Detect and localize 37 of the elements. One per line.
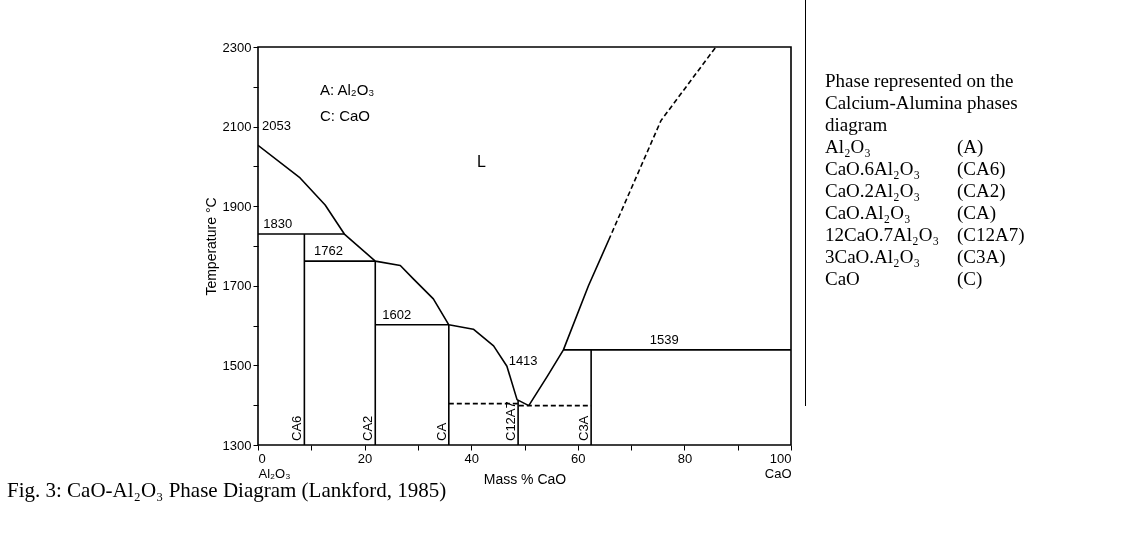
text: Phase represented on the Calcium-Alumina phases diagram bbox=[825, 70, 1019, 136]
y-tick-label: 1700 bbox=[222, 278, 252, 294]
annotation: 1413 bbox=[508, 353, 538, 369]
text: 3CaO.Al₂O₃ (C3A) bbox=[825, 246, 1006, 267]
y-tick-label: 1900 bbox=[222, 198, 252, 214]
annotation: C12A7 bbox=[503, 401, 519, 441]
x-tick-label: 20 bbox=[357, 450, 373, 466]
text: CaO.2Al₂O₃ (CA2) bbox=[825, 180, 1006, 201]
annotation: A: Al₂O₃ bbox=[320, 81, 375, 98]
text: Al₂O₃ (A) bbox=[825, 136, 984, 157]
caption: Fig. 3: CaO-Al₂O₃ Phase Diagram (Lankford, 1985) bbox=[7, 478, 447, 503]
annotation: C: CaO bbox=[320, 107, 371, 124]
x-tick-label: 40 bbox=[464, 450, 479, 466]
annotation: CA2 bbox=[360, 415, 376, 441]
x-tick-label: 100 CaO bbox=[764, 450, 792, 481]
annotation: L bbox=[477, 153, 486, 171]
x-tick-label: 0 Al₂O₃ bbox=[258, 450, 291, 481]
x-tick-label: 80 bbox=[677, 450, 693, 466]
annotation: 1830 bbox=[263, 216, 293, 232]
annotation: CA bbox=[433, 422, 449, 441]
annotation: CA6 bbox=[289, 415, 305, 441]
text: 12CaO.7Al₂O₃ (C12A7) bbox=[825, 224, 1026, 246]
text: CaO.Al₂O₃ (CA) bbox=[825, 202, 997, 223]
annotation: C3A bbox=[576, 415, 592, 441]
annotation: 1762 bbox=[313, 243, 343, 259]
annotation: 1602 bbox=[382, 306, 412, 322]
annotation: 2053 bbox=[262, 118, 291, 134]
x-tick-label: 60 bbox=[571, 450, 586, 466]
y-tick-label: 1500 bbox=[222, 357, 252, 373]
y-tick-label: 2100 bbox=[222, 119, 252, 135]
y-tick-label: 2300 bbox=[222, 39, 252, 55]
text: CaO (C) bbox=[825, 268, 983, 289]
y-tick-label: 1300 bbox=[222, 437, 252, 453]
x-axis-title: Mass % CaO bbox=[483, 470, 567, 487]
y-axis-title: Temperature °C bbox=[202, 197, 219, 296]
annotation: 1539 bbox=[649, 331, 679, 347]
text: CaO.6Al₂O₃ (CA6) bbox=[825, 158, 1006, 179]
